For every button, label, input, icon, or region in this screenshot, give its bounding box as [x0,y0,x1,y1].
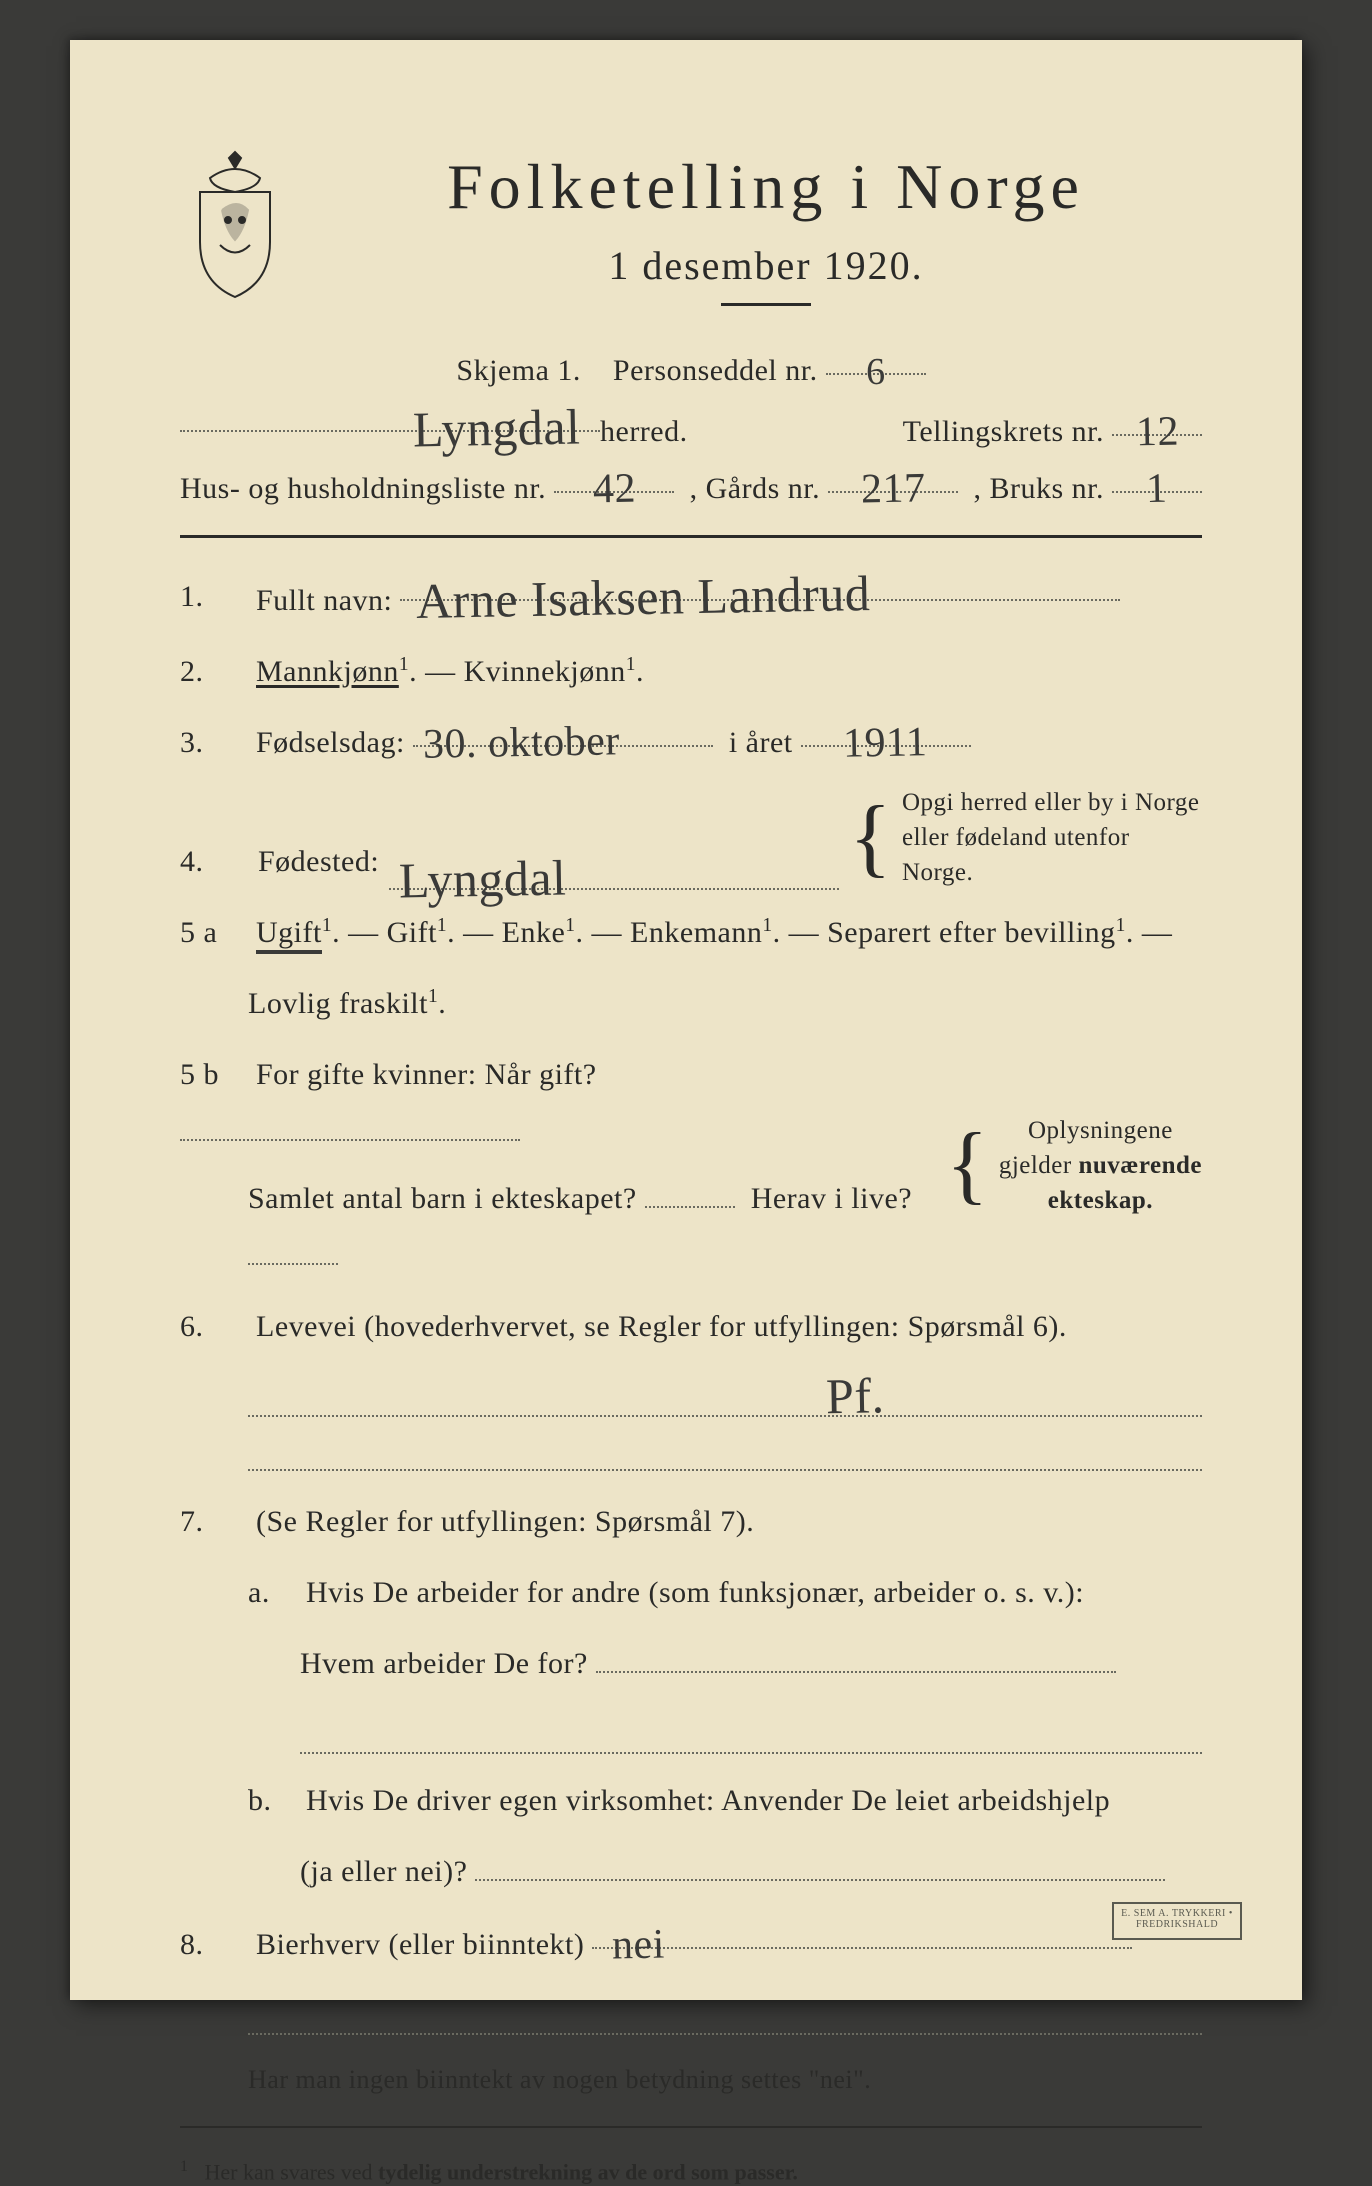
q5b-l2a: Samlet antal barn i ekteskapet? [248,1182,637,1215]
q1-value: Arne Isaksen Landrud [400,568,1120,601]
q3-day: 30. oktober [413,714,713,747]
footnote-marker: 1 [180,2158,188,2175]
q7a-l2: Hvem arbeider De for? [180,1635,1202,1692]
q5a-enkemann: Enkemann [630,916,762,949]
q5b-num: 5 b [180,1046,248,1103]
q1: 1. Fullt navn: Arne Isaksen Landrud [180,568,1202,629]
q2-kvinne: Kvinnekjønn [464,655,626,688]
q7a-l1: Hvis De arbeider for andre (som funksjon… [306,1576,1084,1609]
census-form-page: Folketelling i Norge 1 desember 1920. Sk… [70,40,1302,2000]
q5b-note-l3: ekteskap. [1048,1187,1153,1214]
q5a-enke: Enke [502,916,566,949]
q3-label: Fødselsdag: [256,726,405,759]
footnote: 1 Her kan svares ved tydelig understrekn… [180,2158,1202,2185]
q4-value: Lyngdal [389,850,839,890]
q5a-num: 5 a [180,904,248,961]
q7b: b. Hvis De driver egen virksomhet: Anven… [180,1772,1202,1829]
q2-num: 2. [180,643,248,700]
q7b-value [475,1848,1165,1881]
q6-answer-line1: Pf. [180,1369,1202,1417]
q7: 7. (Se Regler for utfyllingen: Spørsmål … [180,1493,1202,1550]
herred-value: Lyngdal [180,399,600,432]
q7a-num: a. [248,1564,298,1621]
q4-note-l1: Opgi herred eller by i Norge [902,789,1199,816]
q4-note-l2: eller fødeland utenfor Norge. [902,824,1130,886]
skjema-label: Skjema 1. [456,354,581,387]
q3-num: 3. [180,714,248,771]
hus-line: Hus- og husholdningsliste nr. 42 , Gårds… [180,460,1202,517]
personseddel-nr: 6 [826,342,926,375]
q5a-fraskilt: Lovlig fraskilt [248,987,428,1020]
q5b: 5 b For gifte kvinner: Når gift? Samlet … [180,1046,1202,1284]
skjema-line: Skjema 1. Personseddel nr. 6 [180,342,1202,399]
q6-num: 6. [180,1298,248,1355]
bruks-label: Bruks nr. [989,472,1104,505]
herred-label: herred. [600,403,688,460]
title-rule [721,303,811,306]
q8-label: Bierhverv (eller biinntekt) [256,1928,584,1961]
tellingskrets-nr: 12 [1112,403,1202,436]
q6-value: Pf. [565,1370,884,1426]
q3: 3. Fødselsdag: 30. oktober i året 1911 [180,714,1202,771]
q1-num: 1. [180,568,248,625]
q7a-value [596,1640,1116,1673]
q5a-separert: Separert efter bevilling [827,916,1116,949]
q5b-note: { Oplysningene gjelder nuværende ekteska… [946,1113,1202,1218]
husliste-label: Hus- og husholdningsliste nr. [180,472,546,505]
q5b-note-l1: Oplysningene [1028,1117,1173,1144]
q5b-note-l2: gjelder nuværende [999,1152,1202,1179]
bruks-nr: 1 [1112,460,1202,493]
q5a: 5 a Ugift1. — Gift1. — Enke1. — Enkemann… [180,904,1202,961]
q8-note: Har man ingen biinntekt av nogen betydni… [180,2055,1202,2104]
q7b-num: b. [248,1772,298,1829]
q5a-line2: Lovlig fraskilt1. [180,975,1202,1032]
q1-label: Fullt navn: [256,584,392,617]
q5b-barn-value [645,1175,735,1208]
form-subtitle: 1 desember 1920. [330,242,1202,289]
q7-intro: (Se Regler for utfyllingen: Spørsmål 7). [256,1505,754,1538]
gards-nr: 217 [828,460,958,493]
q4: 4. Fødested: Lyngdal { Opgi herred eller… [180,785,1202,890]
footnote-text: Her kan svares ved tydelig understreknin… [205,2160,798,2185]
q3-year-label: i året [729,726,793,759]
divider-bottom [180,2126,1202,2128]
divider-top [180,535,1202,538]
q5b-live-value [248,1232,338,1265]
tellingskrets-label: Tellingskrets nr. [903,415,1104,448]
q2-mann: Mannkjønn [256,655,399,688]
q7-num: 7. [180,1493,248,1550]
husliste-nr: 42 [554,460,674,493]
personseddel-label: Personseddel nr. [613,354,818,387]
q4-num: 4. [180,833,248,890]
printer-mark: E. SEM A. TRYKKERI • FREDRIKSHALD [1112,1902,1242,1940]
form-title: Folketelling i Norge [330,150,1202,224]
coat-of-arms-icon [180,150,290,300]
q7b-l2: (ja eller nei)? [180,1843,1202,1900]
q4-note: { Opgi herred eller by i Norge eller fød… [849,785,1202,890]
q5a-gift: Gift [387,916,437,949]
q5b-l1: For gifte kvinner: Når gift? [256,1058,597,1091]
q8-blank [180,1987,1202,2035]
q7b-l1: Hvis De driver egen virksomhet: Anvender… [306,1784,1110,1817]
q6-label: Levevei (hovederhvervet, se Regler for u… [256,1310,1067,1343]
q5a-ugift: Ugift [256,916,322,954]
q4-label: Fødested: [258,833,379,890]
gards-label: Gårds nr. [706,472,820,505]
q5b-l2b: Herav i live? [751,1182,912,1215]
q7a: a. Hvis De arbeider for andre (som funks… [180,1564,1202,1621]
q5b-gift-value [180,1108,520,1141]
herred-line: Lyngdal herred. Tellingskrets nr. 12 [180,399,1202,460]
header: Folketelling i Norge 1 desember 1920. [180,150,1202,342]
q7a-blank [180,1706,1202,1754]
q2: 2. Mannkjønn1. — Kvinnekjønn1. [180,643,1202,700]
q3-year: 1911 [801,714,971,747]
q6: 6. Levevei (hovederhvervet, se Regler fo… [180,1298,1202,1355]
q8: 8. Bierhverv (eller biinntekt) nei [180,1916,1202,1973]
q6-answer-line2 [180,1423,1202,1471]
q8-value: nei [592,1916,1132,1949]
q8-num: 8. [180,1916,248,1973]
title-block: Folketelling i Norge 1 desember 1920. [330,150,1202,342]
q2-sep: — [425,655,464,688]
